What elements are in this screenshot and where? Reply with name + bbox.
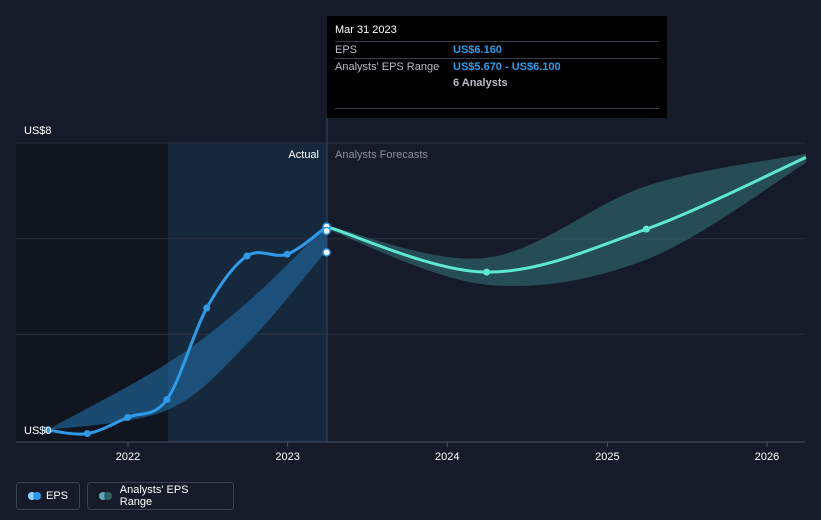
analysts-eps-range-band: [326, 153, 806, 287]
eps-line: [46, 225, 328, 436]
tooltip-row-range: Analysts' EPS Range US$5.670 - US$6.100: [335, 58, 659, 76]
forecast-point: [483, 268, 491, 276]
forecast-point: [642, 225, 650, 233]
forecast-points: [483, 225, 650, 276]
tooltip-eps-value: US$6.160: [453, 44, 502, 56]
tooltip-eps-key: EPS: [335, 44, 358, 56]
past-eps-range-band: [47, 225, 327, 430]
eps-point: [163, 396, 171, 404]
tooltip-range-value: US$5.670 - US$6.100: [453, 61, 561, 73]
x-tick-label: 2024: [435, 451, 459, 463]
highlight-points: [322, 222, 331, 257]
forecast-region-label: Analysts Forecasts: [335, 149, 428, 161]
eps-points: [43, 250, 291, 438]
tooltip-row-eps: EPS US$6.160: [335, 41, 659, 59]
tooltip-date: Mar 31 2023: [335, 24, 397, 36]
x-tick-label: 2022: [116, 451, 140, 463]
eps-legend-icon: [28, 492, 41, 500]
legend-eps-button[interactable]: EPS: [16, 482, 80, 510]
past-shade-highlight: [168, 143, 327, 442]
forecast-eps-line: [326, 155, 807, 274]
tooltip-range-key: Analysts' EPS Range: [335, 61, 440, 73]
eps-point: [203, 304, 211, 312]
eps-point: [83, 430, 91, 438]
tooltip-row-analysts: 6 Analysts: [335, 75, 659, 92]
legend-eps-label: EPS: [45, 490, 68, 502]
x-axis-ticks: 2022 2023 2024 2025 2026: [116, 442, 779, 463]
highlight-point: [322, 226, 331, 236]
x-tick-label: 2026: [755, 451, 779, 463]
tooltip-divider: [335, 108, 659, 109]
y-axis-bottom-label: US$0: [24, 425, 52, 437]
highlight-point: [322, 248, 331, 257]
eps-point: [283, 250, 291, 258]
legend-range-label: Analysts' EPS Range: [119, 484, 189, 508]
legend-range-button[interactable]: Analysts' EPS Range: [87, 482, 234, 510]
x-tick-label: 2023: [275, 451, 299, 463]
hover-tooltip: Mar 31 2023 EPS US$6.160 Analysts' EPS R…: [327, 16, 667, 118]
x-tick-label: 2025: [595, 451, 619, 463]
eps-point: [124, 413, 132, 421]
y-axis-top-label: US$8: [24, 125, 52, 137]
tooltip-analysts-count: 6 Analysts: [453, 77, 508, 89]
eps-point: [243, 252, 251, 260]
eps-point: [43, 426, 51, 434]
actual-region-label: Actual: [288, 149, 319, 161]
range-legend-icon: [99, 492, 112, 500]
